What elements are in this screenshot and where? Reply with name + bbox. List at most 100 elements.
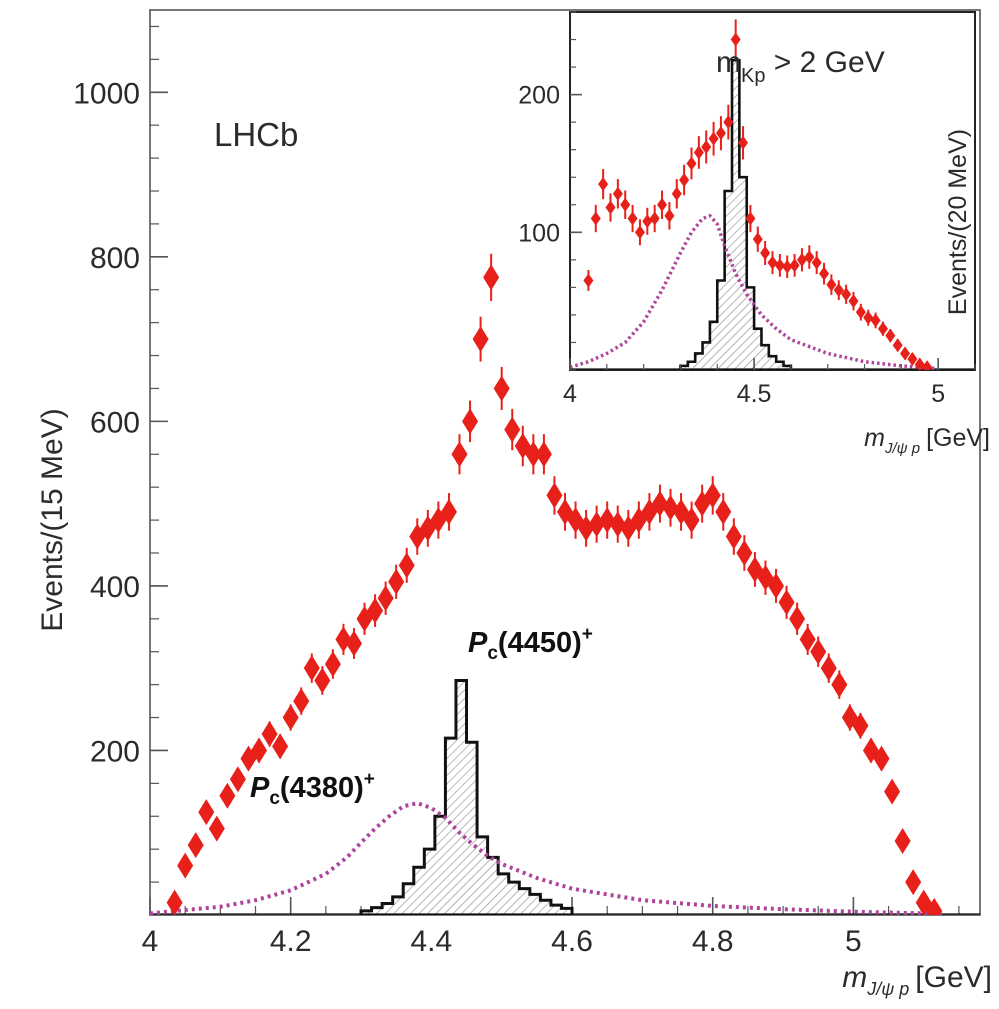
data-point (905, 869, 922, 896)
data-marker (451, 441, 468, 468)
data-point (789, 254, 800, 277)
data-marker (588, 511, 605, 538)
main-y-axis-ticks (150, 25, 168, 916)
data-point (730, 19, 741, 60)
y-tick-label: 1000 (73, 77, 140, 110)
data-marker (483, 264, 500, 291)
x-tick-label: 4 (142, 925, 159, 958)
data-marker (679, 172, 690, 187)
histogram-outline (359, 679, 574, 915)
data-marker (782, 259, 793, 274)
data-point (708, 121, 719, 156)
data-marker (826, 277, 837, 292)
data-marker (708, 131, 719, 146)
data-point (877, 321, 888, 336)
data-point (588, 505, 605, 543)
data-marker (605, 200, 616, 215)
data-marker (664, 208, 675, 223)
data-point (894, 827, 911, 854)
data-point (324, 649, 341, 679)
data-point (914, 357, 925, 370)
data-point (578, 509, 595, 547)
data-marker (303, 655, 320, 682)
pc4380-dotted-curve (150, 801, 945, 915)
data-point (686, 147, 697, 180)
main-x-tick-labels: 4 4.2 4.4 4.6 4.8 5 (142, 925, 862, 958)
data-marker (198, 799, 215, 826)
dotted-curve-line (150, 801, 945, 915)
data-marker (833, 283, 844, 298)
data-marker (683, 507, 700, 534)
data-point (662, 488, 679, 527)
data-point (590, 204, 601, 233)
data-point (599, 501, 616, 539)
data-marker (377, 585, 394, 612)
pc4450-label: Pc(4450)+ (468, 624, 593, 664)
inset-histogram (570, 58, 975, 370)
data-marker (799, 626, 816, 653)
data-point (642, 207, 653, 235)
data-marker (251, 737, 268, 764)
experiment-label: LHCb (214, 116, 298, 153)
data-marker (870, 313, 881, 328)
data-marker (208, 815, 225, 842)
data-marker (398, 552, 415, 579)
data-point (723, 104, 734, 140)
data-point (701, 130, 712, 164)
data-point (377, 581, 394, 615)
data-point (892, 338, 903, 353)
data-point (900, 346, 911, 361)
data-point (884, 778, 901, 805)
data-marker (335, 626, 352, 653)
data-point (282, 704, 299, 731)
data-marker (598, 177, 609, 192)
data-marker (810, 638, 827, 665)
inset-plot-frame (569, 11, 976, 371)
data-point (546, 476, 563, 515)
x-tick-label: 5 (931, 380, 945, 408)
inset-y-axis-ticks (570, 11, 582, 371)
data-marker (905, 869, 922, 896)
data-point (774, 254, 785, 277)
data-marker (642, 214, 653, 229)
data-marker (877, 321, 888, 336)
data-point (831, 670, 848, 699)
data-marker (693, 145, 704, 160)
x-tick-label: 4.5 (737, 380, 772, 408)
data-point (388, 564, 405, 599)
data-point (778, 585, 795, 619)
data-marker (219, 782, 236, 809)
data-point (649, 204, 660, 233)
data-point (451, 434, 468, 475)
data-point (852, 712, 869, 739)
data-marker (752, 232, 763, 247)
data-marker (634, 225, 645, 240)
data-point (634, 219, 645, 246)
data-marker (187, 832, 204, 859)
main-x-axis-title: mJ/ψ p [GeV] (842, 961, 992, 999)
data-marker (261, 721, 278, 747)
data-point (251, 737, 268, 764)
data-point (736, 535, 753, 571)
data-marker (926, 897, 943, 915)
data-marker (293, 688, 310, 715)
data-point (345, 628, 362, 659)
data-point (605, 193, 616, 222)
data-marker (715, 498, 732, 525)
data-marker (590, 211, 601, 226)
y-tick-label: 600 (90, 406, 140, 439)
data-point (166, 889, 183, 915)
data-marker (768, 572, 785, 599)
data-point (760, 240, 771, 265)
inset-dotted-curve (570, 213, 939, 370)
data-point (693, 136, 704, 169)
x-tick-label: 4.4 (410, 925, 452, 958)
inset-data-points (583, 19, 933, 370)
data-point (796, 248, 807, 272)
data-marker (914, 357, 925, 370)
main-y-axis-title: Events/(15 MeV) (36, 408, 69, 631)
y-tick-label: 200 (518, 82, 560, 110)
data-marker (841, 287, 852, 302)
data-point (819, 262, 830, 285)
